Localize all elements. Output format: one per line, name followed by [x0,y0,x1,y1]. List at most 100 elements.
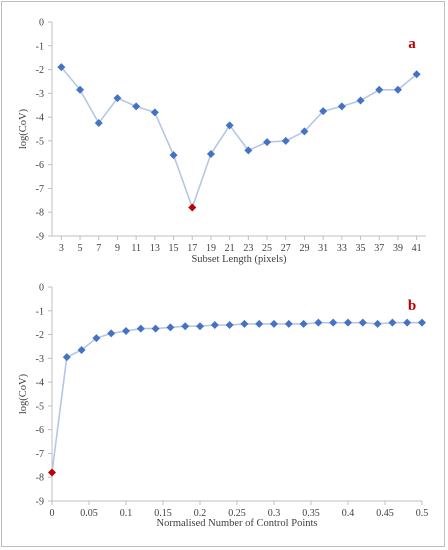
data-point [299,319,308,328]
panel-label: b [408,298,416,314]
chart-panel-a: 0-1-2-3-4-5-6-7-8-93 5 7 9 11 13 15 17 19 21 23 25 2… [18,18,426,265]
data-point [210,321,219,330]
data-point [358,318,367,327]
y-tick-label: -1 [36,41,44,52]
y-tick-label: -2 [36,330,44,341]
data-point [166,323,175,332]
x-tick-label: 17 [187,243,197,254]
x-tick-label: 33 [337,243,347,254]
data-point [57,63,66,72]
y-tick-label: -8 [36,473,44,484]
x-tick-label: 0.2 [194,508,207,519]
x-tick-label: 11 [131,243,141,254]
x-tick-label: 29 [299,243,309,254]
x-tick-label: 3 [59,243,64,254]
y-tick-label: -4 [36,378,44,389]
x-tick-label: 25 [262,243,272,254]
data-point [240,319,249,328]
x-tick-label: 35 [356,243,366,254]
data-point [76,85,85,94]
data-point [373,319,382,328]
data-point [151,324,160,333]
data-point [388,318,397,327]
y-tick-label: 0 [39,18,44,29]
y-tick-label: -9 [36,497,44,508]
y-tick-label: 0 [39,283,44,294]
data-point [181,322,190,331]
y-tick-label: -8 [36,208,44,219]
x-tick-label: 15 [169,243,179,254]
data-point [314,318,323,327]
y-tick-label: -3 [36,89,44,100]
x-tick-label: 0.3 [268,508,281,519]
x-tick-label: 9 [115,243,120,254]
x-tick-label: 13 [150,243,160,254]
data-point [393,85,402,94]
chart-panel-b: 0 -1 -2 -3 -4 -5 -6 -7 -8 -9 0 0.05 0.1 0.15 0.2 0.25 0.… [18,283,428,530]
y-tick-label: -6 [36,425,44,436]
data-point [94,119,103,128]
x-tick-label: 21 [225,243,235,254]
highlighted-point [48,468,56,477]
x-tick-label: 37 [374,243,384,254]
data-point [196,322,204,331]
x-axis-title: Subset Length (pixels) [191,254,287,265]
x-tick-label: 0.4 [342,508,355,519]
x-tick-label: 0.35 [302,508,320,519]
y-axis-title: log(CoV) [18,108,29,149]
data-point [329,318,338,327]
x-tick-label: 31 [318,243,328,254]
data-point [300,127,309,136]
data-point [206,149,215,158]
data-point [169,151,178,160]
data-point [418,318,426,327]
y-tick-label: -9 [36,232,44,243]
x-tick-label: 7 [96,243,101,254]
data-point [263,138,272,147]
x-tick-label: 39 [393,243,403,254]
y-tick-label: -5 [36,401,44,412]
x-tick-label: 0.25 [228,508,246,519]
data-point [412,70,421,79]
data-point [344,318,352,327]
x-tick-label: 0.15 [154,508,172,519]
data-point [255,319,264,328]
x-tick-label: 0 [50,508,55,519]
y-tick-label: -3 [36,354,44,365]
y-tick-label: -4 [36,113,44,124]
data-point [136,324,145,333]
data-point [337,102,346,111]
data-point [132,102,141,111]
data-point [225,321,234,330]
highlighted-point [188,203,197,212]
x-tick-label: 41 [412,243,422,254]
y-axis-title: log(CoV) [18,373,29,414]
x-tick-label: 0.45 [376,508,394,519]
y-tick-label: -7 [36,449,44,460]
data-point [270,319,278,328]
data-point [150,108,159,117]
data-point [356,96,365,105]
x-axis-title: Normalised Number of Control Points [157,518,318,529]
data-point [319,107,328,116]
series-line [51,321,422,473]
data-point [244,146,253,155]
x-tick-label: 23 [243,243,253,254]
data-point [281,136,290,145]
data-point [113,94,122,103]
panel-label: a [408,36,416,52]
y-tick-label: -7 [36,184,44,195]
series-line [60,66,418,210]
x-tick-label: 0.05 [80,508,98,519]
data-point [77,346,86,355]
data-point [107,329,116,338]
data-point [375,85,384,94]
data-point [62,353,71,362]
x-tick-label: 0.1 [120,508,133,519]
y-tick-label: -5 [36,136,44,147]
data-point [225,121,234,130]
x-tick-label: 0.5 [416,508,429,519]
data-point [284,319,293,328]
